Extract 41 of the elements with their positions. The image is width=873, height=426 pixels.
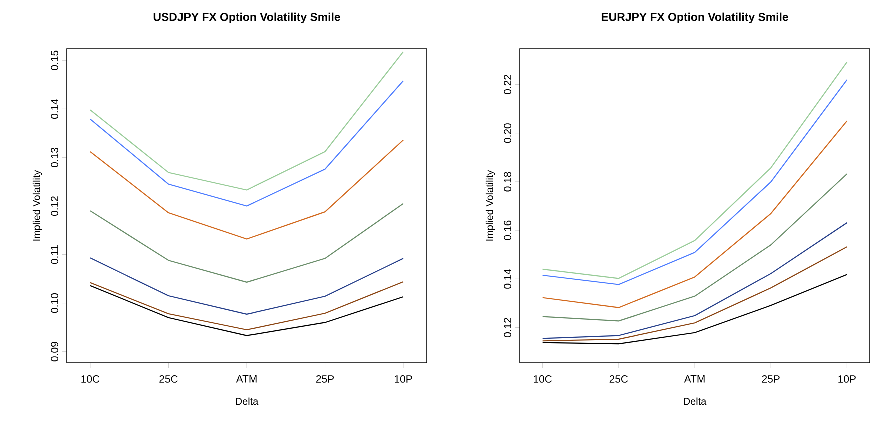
- chart-title: EURJPY FX Option Volatility Smile: [602, 12, 788, 24]
- line-series: [542, 120, 848, 308]
- y-tick-label: 0.12: [51, 196, 58, 216]
- y-tick-label: 0.20: [504, 124, 512, 144]
- line-series: [90, 281, 404, 331]
- line-series: [90, 285, 404, 336]
- line-series: [90, 51, 404, 191]
- line-series: [542, 174, 848, 322]
- y-tick-label: 0.09: [51, 342, 58, 362]
- line-series: [542, 222, 848, 340]
- x-tick-label: 10P: [395, 376, 412, 383]
- x-tick-label: 10C: [82, 376, 100, 383]
- x-axis-title: Delta: [236, 398, 259, 406]
- y-tick-label: 0.14: [51, 99, 58, 119]
- y-tick-label: 0.22: [504, 75, 512, 94]
- x-tick-label: 25C: [160, 376, 178, 383]
- x-tick-label: 25C: [610, 376, 628, 383]
- y-tick-label: 0.15: [51, 50, 58, 70]
- line-series: [90, 258, 404, 316]
- y-axis-title: Implied Volatility: [32, 170, 42, 241]
- y-tick-label: 0.12: [504, 318, 512, 338]
- line-series: [542, 246, 848, 342]
- x-tick-label: 25P: [762, 376, 780, 383]
- x-tick-label: 25P: [316, 376, 334, 383]
- x-tick-label: 10C: [534, 376, 552, 383]
- x-axis-title: Delta: [684, 398, 707, 406]
- line-series: [90, 80, 404, 207]
- chart-title: USDJPY FX Option Volatility Smile: [154, 12, 340, 24]
- line-series: [542, 274, 848, 345]
- line-series: [90, 203, 404, 283]
- x-tick-label: ATM: [684, 376, 705, 383]
- y-tick-label: 0.13: [51, 148, 58, 168]
- y-tick-label: 0.11: [51, 246, 58, 264]
- x-tick-label: ATM: [236, 376, 257, 383]
- x-tick-label: 10P: [838, 376, 856, 383]
- y-tick-label: 0.16: [504, 220, 512, 240]
- y-axis-title: Implied Volatility: [486, 170, 496, 241]
- y-tick-label: 0.10: [51, 294, 58, 314]
- line-series: [90, 140, 404, 240]
- y-tick-label: 0.18: [504, 172, 512, 192]
- y-tick-label: 0.14: [504, 269, 512, 289]
